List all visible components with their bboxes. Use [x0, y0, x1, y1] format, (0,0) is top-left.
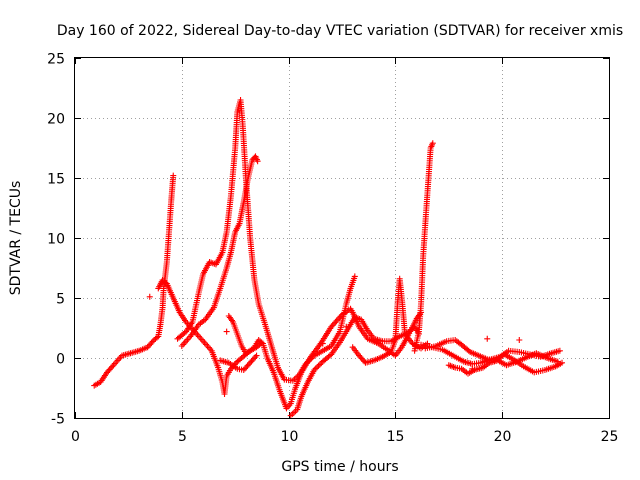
data-point-marker	[311, 367, 318, 373]
data-point-marker	[243, 364, 250, 371]
x-tick-label: 15	[387, 429, 405, 445]
data-point-marker	[314, 364, 321, 371]
x-tick-label: 0	[71, 429, 80, 445]
data-point-marker	[556, 347, 563, 354]
data-point-marker	[244, 362, 251, 369]
data-point-marker	[359, 356, 366, 363]
data-point-marker	[223, 328, 230, 335]
data-point-marker	[333, 317, 340, 324]
data-point-marker	[242, 365, 249, 372]
data-point-marker	[148, 339, 155, 346]
chart-title: Day 160 of 2022, Sidereal Day-to-day VTE…	[57, 23, 623, 39]
data-point-marker	[107, 365, 114, 372]
data-point-marker	[256, 341, 263, 348]
plot-frame	[74, 57, 610, 419]
data-point-marker	[330, 320, 337, 327]
data-point-marker	[105, 367, 112, 374]
data-point-marker	[245, 361, 252, 368]
data-points	[91, 97, 566, 419]
y-tick-label: -5	[51, 412, 65, 428]
data-point-marker	[145, 342, 152, 349]
data-point-marker	[559, 359, 566, 366]
data-point-marker	[304, 359, 311, 366]
data-point-marker	[484, 335, 491, 342]
data-point-marker	[106, 366, 113, 373]
data-point-marker	[149, 338, 156, 345]
data-point-marker	[144, 344, 151, 351]
data-point-marker	[319, 340, 326, 347]
data-point-marker	[358, 355, 365, 362]
data-point-marker	[429, 140, 436, 147]
y-tick-label: 10	[47, 232, 65, 248]
data-point-marker	[326, 352, 333, 359]
data-point-marker	[250, 355, 257, 362]
data-point-marker	[302, 361, 309, 367]
y-axis-label: SDTVAR / TECUs	[8, 181, 24, 296]
y-tick-label: 0	[56, 352, 65, 368]
data-point-marker	[316, 361, 323, 368]
data-point-marker	[309, 354, 316, 360]
data-point-marker	[315, 362, 322, 369]
data-point-marker	[343, 323, 350, 330]
data-point-marker	[312, 365, 319, 372]
y-tick-label: 20	[47, 112, 65, 128]
y-tick-label: 25	[47, 52, 65, 68]
data-point-marker	[253, 352, 260, 359]
data-point-marker	[240, 367, 247, 373]
x-tick-label: 25	[601, 429, 619, 445]
x-tick-label: 5	[178, 429, 187, 445]
data-point-marker	[305, 358, 312, 365]
data-point-marker	[332, 319, 339, 326]
y-tick-label: 15	[47, 172, 65, 188]
data-point-marker	[104, 369, 111, 376]
data-point-marker	[147, 341, 154, 348]
data-point-marker	[146, 293, 153, 300]
x-tick-label: 10	[281, 429, 299, 445]
data-point-marker	[469, 365, 476, 372]
data-point-marker	[252, 354, 259, 361]
data-point-marker	[257, 340, 264, 347]
data-point-marker	[109, 363, 116, 370]
data-point-marker	[153, 334, 160, 341]
data-point-marker	[170, 172, 177, 179]
data-point-marker	[554, 358, 561, 365]
data-point-marker	[357, 354, 364, 361]
data-point-marker	[351, 273, 358, 280]
data-point-marker	[308, 355, 315, 362]
data-point-marker	[248, 358, 255, 365]
data-point-marker	[356, 352, 363, 359]
data-point-marker	[516, 337, 523, 343]
x-tick-labels: 0 5 10 15 20 25	[71, 429, 618, 445]
data-point-marker	[336, 314, 343, 321]
y-tick-labels: -5 0 5 10 15 20 25	[47, 52, 65, 428]
data-point-marker	[245, 348, 252, 355]
data-point-marker	[318, 360, 325, 366]
data-point-marker	[306, 356, 313, 363]
data-point-marker	[254, 158, 261, 165]
data-point-marker	[247, 359, 254, 366]
data-point-marker	[465, 347, 472, 354]
x-axis-label: GPS time / hours	[281, 459, 398, 475]
y-tick-label: 5	[56, 292, 65, 308]
grid-lines	[75, 58, 609, 418]
x-tick-label: 20	[494, 429, 512, 445]
data-point-marker	[249, 356, 256, 363]
